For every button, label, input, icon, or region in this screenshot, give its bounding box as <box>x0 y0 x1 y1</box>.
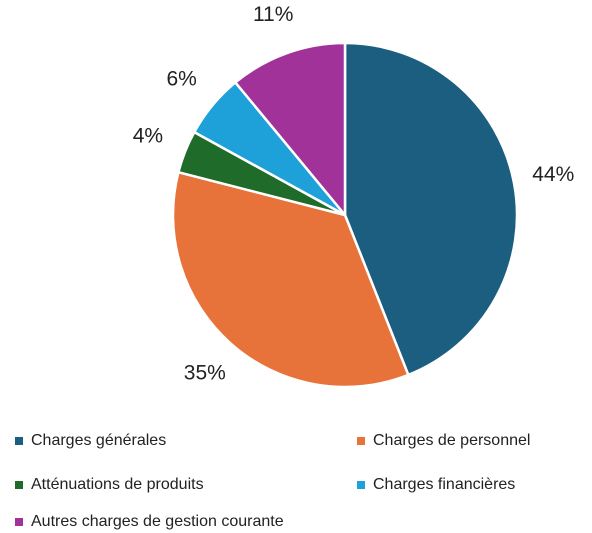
legend-label: Charges de personnel <box>373 432 530 449</box>
data-label: 11% <box>253 3 293 26</box>
legend-label: Autres charges de gestion courante <box>31 513 284 530</box>
data-label: 4% <box>133 125 163 148</box>
pie-slice <box>343 41 519 377</box>
pie-slice <box>233 41 347 219</box>
pie-slice <box>171 170 410 389</box>
data-label: 35% <box>184 362 226 385</box>
legend-label: Charges générales <box>31 432 166 449</box>
legend-marker <box>15 481 23 489</box>
legend-marker <box>15 437 23 445</box>
legend-label: Charges financières <box>373 476 515 493</box>
legend-marker <box>15 518 23 526</box>
data-label: 6% <box>166 67 196 90</box>
legend-marker <box>357 437 365 445</box>
legend-label: Atténuations de produits <box>31 476 204 493</box>
data-label: 44% <box>532 163 574 186</box>
legend-marker <box>357 481 365 489</box>
